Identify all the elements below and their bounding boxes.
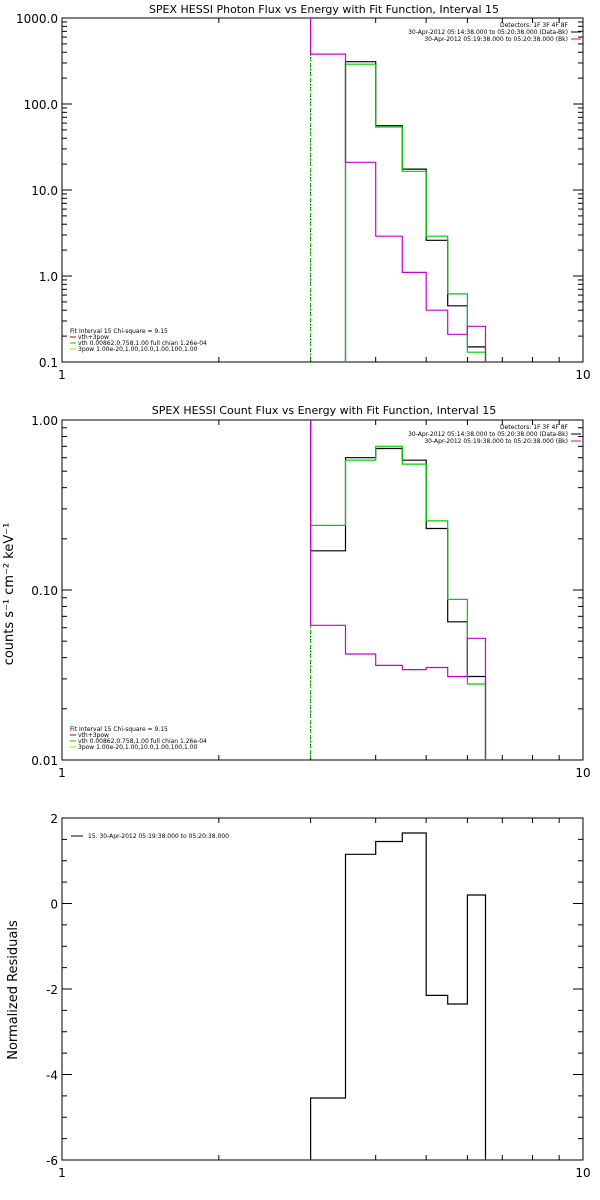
series-group bbox=[310, 18, 487, 362]
legend-entry: 30-Apr-2012 05:19:38.000 to 05:20:38.000… bbox=[424, 36, 568, 43]
series-group bbox=[310, 420, 487, 760]
x-tick-label: 10 bbox=[575, 368, 590, 382]
legend-entry: Detectors: 1F 3F 4F 8F bbox=[500, 424, 569, 431]
panel3-y-axis-label: Normalized Residuals bbox=[6, 920, 21, 1060]
x-tick-label: 10 bbox=[575, 766, 590, 780]
legend-entry: 30-Apr-2012 05:14:38.000 to 05:20:38.000… bbox=[408, 431, 568, 438]
panel-1: 1 10 0.1 1.0 10.0 100.0 1000.0 Detectors: 1F 3F… bbox=[16, 12, 591, 382]
y-tick-label: 100.0 bbox=[24, 98, 58, 112]
fit-legend-entry: vth 0.00862,0.758,1.00 full chian 1.26e-… bbox=[78, 738, 207, 745]
plot-frame bbox=[61, 17, 584, 363]
series-2-line bbox=[310, 420, 487, 760]
legend-entry: 15. 30-Apr-2012 05:19:38.000 to 05:20:38… bbox=[88, 833, 229, 840]
legend-fit: Fit Interval 15 Chi-square = 9.15vth+3po… bbox=[70, 328, 207, 353]
series-group bbox=[310, 832, 487, 1160]
legend-entry: 30-Apr-2012 05:14:38.000 to 05:20:38.000… bbox=[408, 29, 568, 36]
panel-2: 1 100.010.101.00 Detectors: 1F 3F 4F 8F30-… bbox=[31, 414, 590, 780]
y-tick-label: -2 bbox=[46, 983, 58, 997]
series-1-line bbox=[310, 832, 487, 1160]
panel2-y-axis-label: counts s⁻¹ cm⁻² keV⁻¹ bbox=[2, 523, 17, 666]
panel2-title: SPEX HESSI Count Flux vs Energy with Fit… bbox=[152, 404, 496, 417]
x-tick-label: 1 bbox=[58, 368, 66, 382]
series-1-line bbox=[310, 420, 487, 760]
fit-legend-header: Fit Interval 15 Chi-square = 9.15 bbox=[70, 726, 168, 733]
fit-legend-entry: vth+3pow bbox=[78, 334, 109, 341]
fit-legend-header: Fit Interval 15 Chi-square = 9.15 bbox=[70, 328, 168, 335]
fit-legend-entry: 3pow 1.00e-20,1.00,10.0,1.00,100,1.00 bbox=[78, 744, 198, 751]
y-tick-label: 0 bbox=[50, 898, 58, 912]
fit-legend-entry: 3pow 1.00e-20,1.00,10.0,1.00,100,1.00 bbox=[78, 346, 198, 353]
plot-frame bbox=[61, 817, 584, 1161]
y-tick-label: 2 bbox=[50, 812, 58, 826]
y-tick-label: 0.1 bbox=[39, 356, 58, 370]
legend-top-left: 15. 30-Apr-2012 05:19:38.000 to 05:20:38… bbox=[71, 833, 229, 840]
x-tick-label: 1 bbox=[58, 1166, 66, 1180]
x-tick-label: 1 bbox=[58, 766, 66, 780]
y-tick-label: 0.10 bbox=[31, 584, 58, 598]
y-tick-label: 10.0 bbox=[31, 184, 58, 198]
y-tick-label: -4 bbox=[46, 1069, 58, 1083]
x-tick-label: 10 bbox=[575, 1166, 590, 1180]
fit-legend-entry: vth+3pow bbox=[78, 732, 109, 739]
series-2-line bbox=[344, 63, 487, 362]
series-1-line bbox=[344, 61, 487, 362]
legend-entry: 30-Apr-2012 05:19:38.000 to 05:20:38.000… bbox=[424, 438, 568, 445]
y-tick-label: 1.0 bbox=[39, 270, 58, 284]
series-3-line bbox=[310, 18, 487, 362]
panel1-title: SPEX HESSI Photon Flux vs Energy with Fi… bbox=[149, 3, 499, 16]
y-tick-label: 0.01 bbox=[31, 754, 58, 768]
legend-fit: Fit Interval 15 Chi-square = 9.15vth+3po… bbox=[70, 726, 207, 751]
y-tick-label: 1.00 bbox=[31, 414, 58, 428]
y-tick-label: -6 bbox=[46, 1154, 58, 1168]
series-3-line bbox=[310, 420, 487, 760]
y-tick-label: 1000.0 bbox=[16, 12, 58, 26]
plot-frame bbox=[61, 419, 584, 761]
panel-3: 1 10 -6 -4 -2 0 2 15. 30-Apr-2012 05:19:38.000 … bbox=[46, 812, 591, 1180]
fit-legend-entry: vth 0.00862,0.758,1.00 full chian 1.26e-… bbox=[78, 340, 207, 347]
legend-entry: Detectors: 1F 3F 4F 8F bbox=[500, 22, 569, 29]
